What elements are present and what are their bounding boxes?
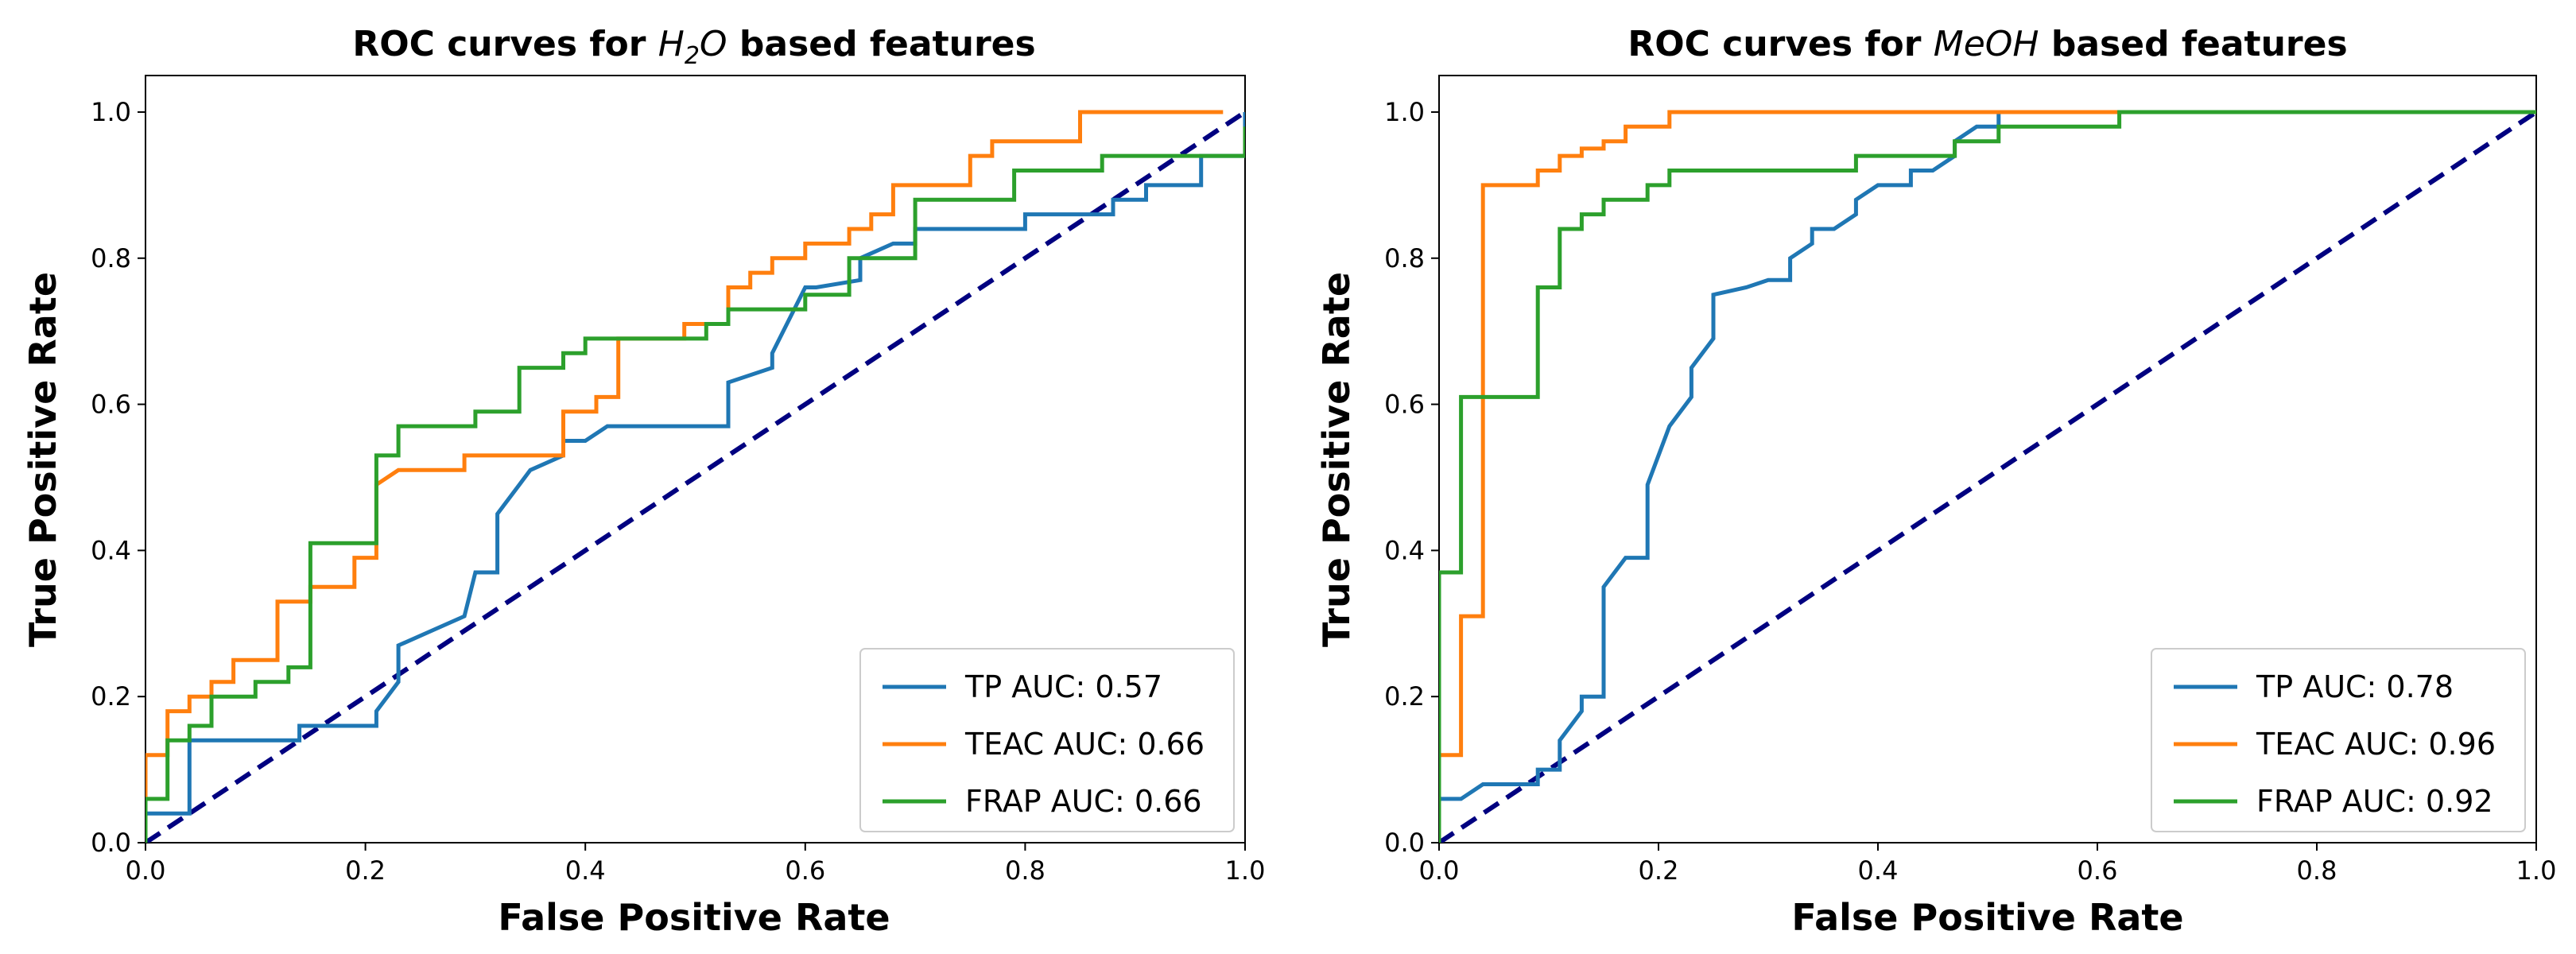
legend-entry: TP AUC: 0.57: [964, 669, 1162, 704]
y-tick-label: 0.2: [1384, 681, 1425, 712]
roc-panel-h2o: ROC curves for H2O based features False …: [21, 24, 1265, 939]
y-axis-label-meoh: True Positive Rate: [1315, 272, 1358, 647]
chart-title-h2o: ROC curves for H2O based features: [352, 24, 1035, 70]
x-tick-label: 0.6: [2077, 855, 2118, 886]
roc-curve-tp: [145, 112, 1245, 843]
x-tick-label: 1.0: [2516, 855, 2557, 886]
y-tick-label: 0.0: [91, 828, 131, 858]
x-axis-label-h2o: False Positive Rate: [498, 896, 890, 939]
roc-panel-meoh: ROC curves for MeOH based features False…: [1315, 24, 2556, 939]
y-tick-label: 0.6: [91, 390, 131, 420]
y-tick-label: 0.0: [1384, 828, 1425, 858]
chart-title-meoh: ROC curves for MeOH based features: [1627, 24, 2347, 64]
x-tick-label: 0.4: [1858, 855, 1899, 886]
legend-entry: FRAP AUC: 0.92: [2256, 784, 2493, 819]
x-tick-label: 1.0: [1225, 855, 1266, 886]
x-tick-label: 0.6: [785, 855, 825, 886]
roc-curve-frap: [1439, 110, 2536, 843]
legend-box: [2151, 648, 2526, 832]
y-tick-label: 0.8: [91, 243, 131, 273]
legend-entry: TEAC AUC: 0.96: [2256, 727, 2496, 762]
x-tick-label: 0.8: [2297, 855, 2337, 886]
chance-diagonal-line: [145, 110, 1245, 843]
y-tick-label: 0.2: [91, 681, 131, 712]
x-tick-label: 0.8: [1005, 855, 1046, 886]
x-tick-label: 0.4: [565, 855, 606, 886]
x-tick-label: 0.0: [126, 855, 166, 886]
roc-curve-teac: [145, 110, 1224, 843]
legend-entry: TEAC AUC: 0.66: [964, 727, 1205, 762]
x-tick-label: 0.2: [345, 855, 386, 886]
chance-diagonal-line: [1439, 110, 2536, 843]
y-axis-label-h2o: True Positive Rate: [21, 272, 64, 647]
y-tick-label: 1.0: [91, 97, 131, 127]
y-tick-label: 0.4: [1384, 535, 1425, 565]
roc-curve-frap: [145, 126, 1245, 843]
y-tick-label: 0.6: [1384, 390, 1425, 420]
y-tick-label: 1.0: [1384, 97, 1425, 127]
roc-curve-teac: [1439, 110, 2536, 843]
x-axis-label-meoh: False Positive Rate: [1791, 896, 2183, 939]
x-tick-label: 0.0: [1419, 855, 1460, 886]
y-tick-label: 0.4: [91, 535, 131, 565]
legend-entry: FRAP AUC: 0.66: [965, 784, 1202, 819]
x-tick-label: 0.2: [1639, 855, 1679, 886]
legend-box: [859, 648, 1235, 832]
y-tick-label: 0.8: [1384, 243, 1425, 273]
legend-entry: TP AUC: 0.78: [2256, 669, 2454, 704]
